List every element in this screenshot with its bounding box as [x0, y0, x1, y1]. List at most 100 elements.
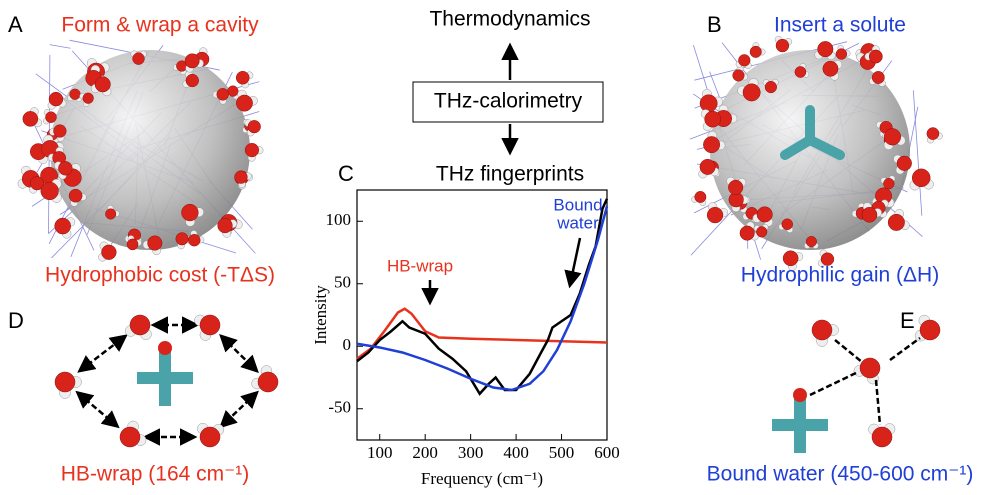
oxygen	[738, 54, 751, 67]
panel-caption: HB-wrap (164 cm⁻¹)	[61, 463, 249, 486]
annotation: water	[556, 213, 599, 232]
annotation: Bound	[553, 195, 602, 214]
oxygen	[247, 120, 261, 134]
oxygen	[199, 426, 221, 448]
oxygen	[794, 66, 807, 78]
panel-label: D	[8, 308, 24, 333]
series-line	[356, 307, 608, 360]
hb-arrow	[77, 334, 128, 373]
oxygen	[235, 70, 250, 85]
h-bond	[889, 336, 921, 362]
oxygen	[184, 53, 200, 69]
x-tick-label: 600	[594, 443, 620, 462]
oxygen	[732, 69, 745, 82]
oxygen	[703, 136, 721, 154]
oxygen	[811, 319, 833, 341]
oxygen	[805, 236, 817, 248]
oxygen	[132, 52, 145, 65]
oxygen	[817, 41, 834, 58]
oxygen	[54, 371, 76, 393]
series-line	[356, 205, 609, 392]
panel-caption: Hydrophilic gain (ΔH)	[741, 264, 939, 287]
oxygen	[742, 83, 761, 102]
oxygen	[883, 128, 901, 146]
oxygen	[764, 80, 777, 94]
oxygen	[68, 188, 83, 203]
oxygen	[227, 85, 239, 97]
oxygen	[58, 161, 73, 176]
annotation-arrow	[564, 237, 582, 289]
oxygen	[871, 426, 893, 448]
oxygen	[147, 235, 163, 251]
oxygen	[94, 76, 111, 93]
panel-label: A	[8, 12, 23, 37]
annotation: HB-wrap	[387, 256, 453, 275]
oxygen	[244, 142, 260, 158]
oxygen	[728, 179, 744, 195]
solute	[137, 350, 193, 406]
x-tick-label: 200	[412, 443, 438, 462]
oxygen	[912, 168, 931, 188]
oxygen	[756, 206, 773, 223]
scheme-box-label: THz-calorimetry	[434, 90, 583, 113]
y-tick-label: 0	[343, 335, 352, 354]
oxygen	[53, 124, 67, 138]
oxygen	[82, 92, 94, 104]
h-bond	[834, 339, 863, 363]
oxygen	[29, 176, 45, 191]
oxygen	[822, 60, 839, 77]
panel-title: Insert a solute	[774, 14, 906, 37]
h-bond	[809, 370, 859, 397]
hb-arrow	[75, 390, 120, 429]
y-tick-label: -50	[328, 398, 351, 417]
oxygen	[199, 314, 221, 336]
oxygen	[48, 91, 64, 107]
oxygen	[185, 73, 199, 88]
x-axis-label: Frequency (cm⁻¹)	[421, 469, 543, 488]
oxygen	[781, 218, 793, 230]
oxygen	[694, 191, 707, 203]
chart: 100 200 300 400 500 600 -50 0 50 100 Frequency (cm…	[311, 189, 620, 488]
oxygen	[105, 208, 117, 220]
oxygen	[887, 213, 905, 231]
oxygen	[739, 225, 755, 241]
oxygen	[706, 206, 724, 224]
oxygen	[859, 357, 881, 379]
scheme-box	[412, 81, 604, 123]
oxygen	[101, 244, 117, 260]
oxygen	[699, 94, 718, 113]
oxygen	[896, 155, 912, 171]
oxygen	[861, 206, 878, 223]
cavity	[710, 50, 910, 250]
h-bond	[49, 44, 71, 49]
oxygen	[820, 252, 835, 266]
oxygen	[782, 250, 799, 267]
oxygen	[835, 48, 848, 60]
solute-atom	[158, 341, 172, 355]
oxygen	[919, 319, 941, 341]
oxygen	[871, 71, 885, 84]
oxygen	[119, 426, 141, 448]
oxygen	[181, 203, 199, 222]
y-axis-label: Intensity	[311, 285, 330, 345]
panel-label: B	[707, 12, 722, 37]
hb-arrow	[219, 333, 259, 374]
h-bond	[874, 379, 882, 426]
panel-title: Form & wrap a cavity	[61, 14, 259, 37]
oxygen	[699, 158, 716, 175]
oxygen	[234, 170, 248, 184]
y-tick-label: 100	[326, 210, 352, 229]
oxygen	[749, 45, 762, 58]
solute	[772, 397, 828, 453]
solute	[780, 105, 845, 160]
oxygen	[188, 234, 201, 247]
oxygen	[704, 110, 721, 128]
x-tick-label: 300	[458, 443, 484, 462]
oxygen	[54, 217, 71, 235]
x-tick-label: 100	[367, 443, 393, 462]
h-bond	[912, 90, 923, 216]
oxygen	[69, 88, 81, 100]
cavity	[50, 50, 250, 250]
scheme-bottom: THz fingerprints	[436, 163, 584, 186]
